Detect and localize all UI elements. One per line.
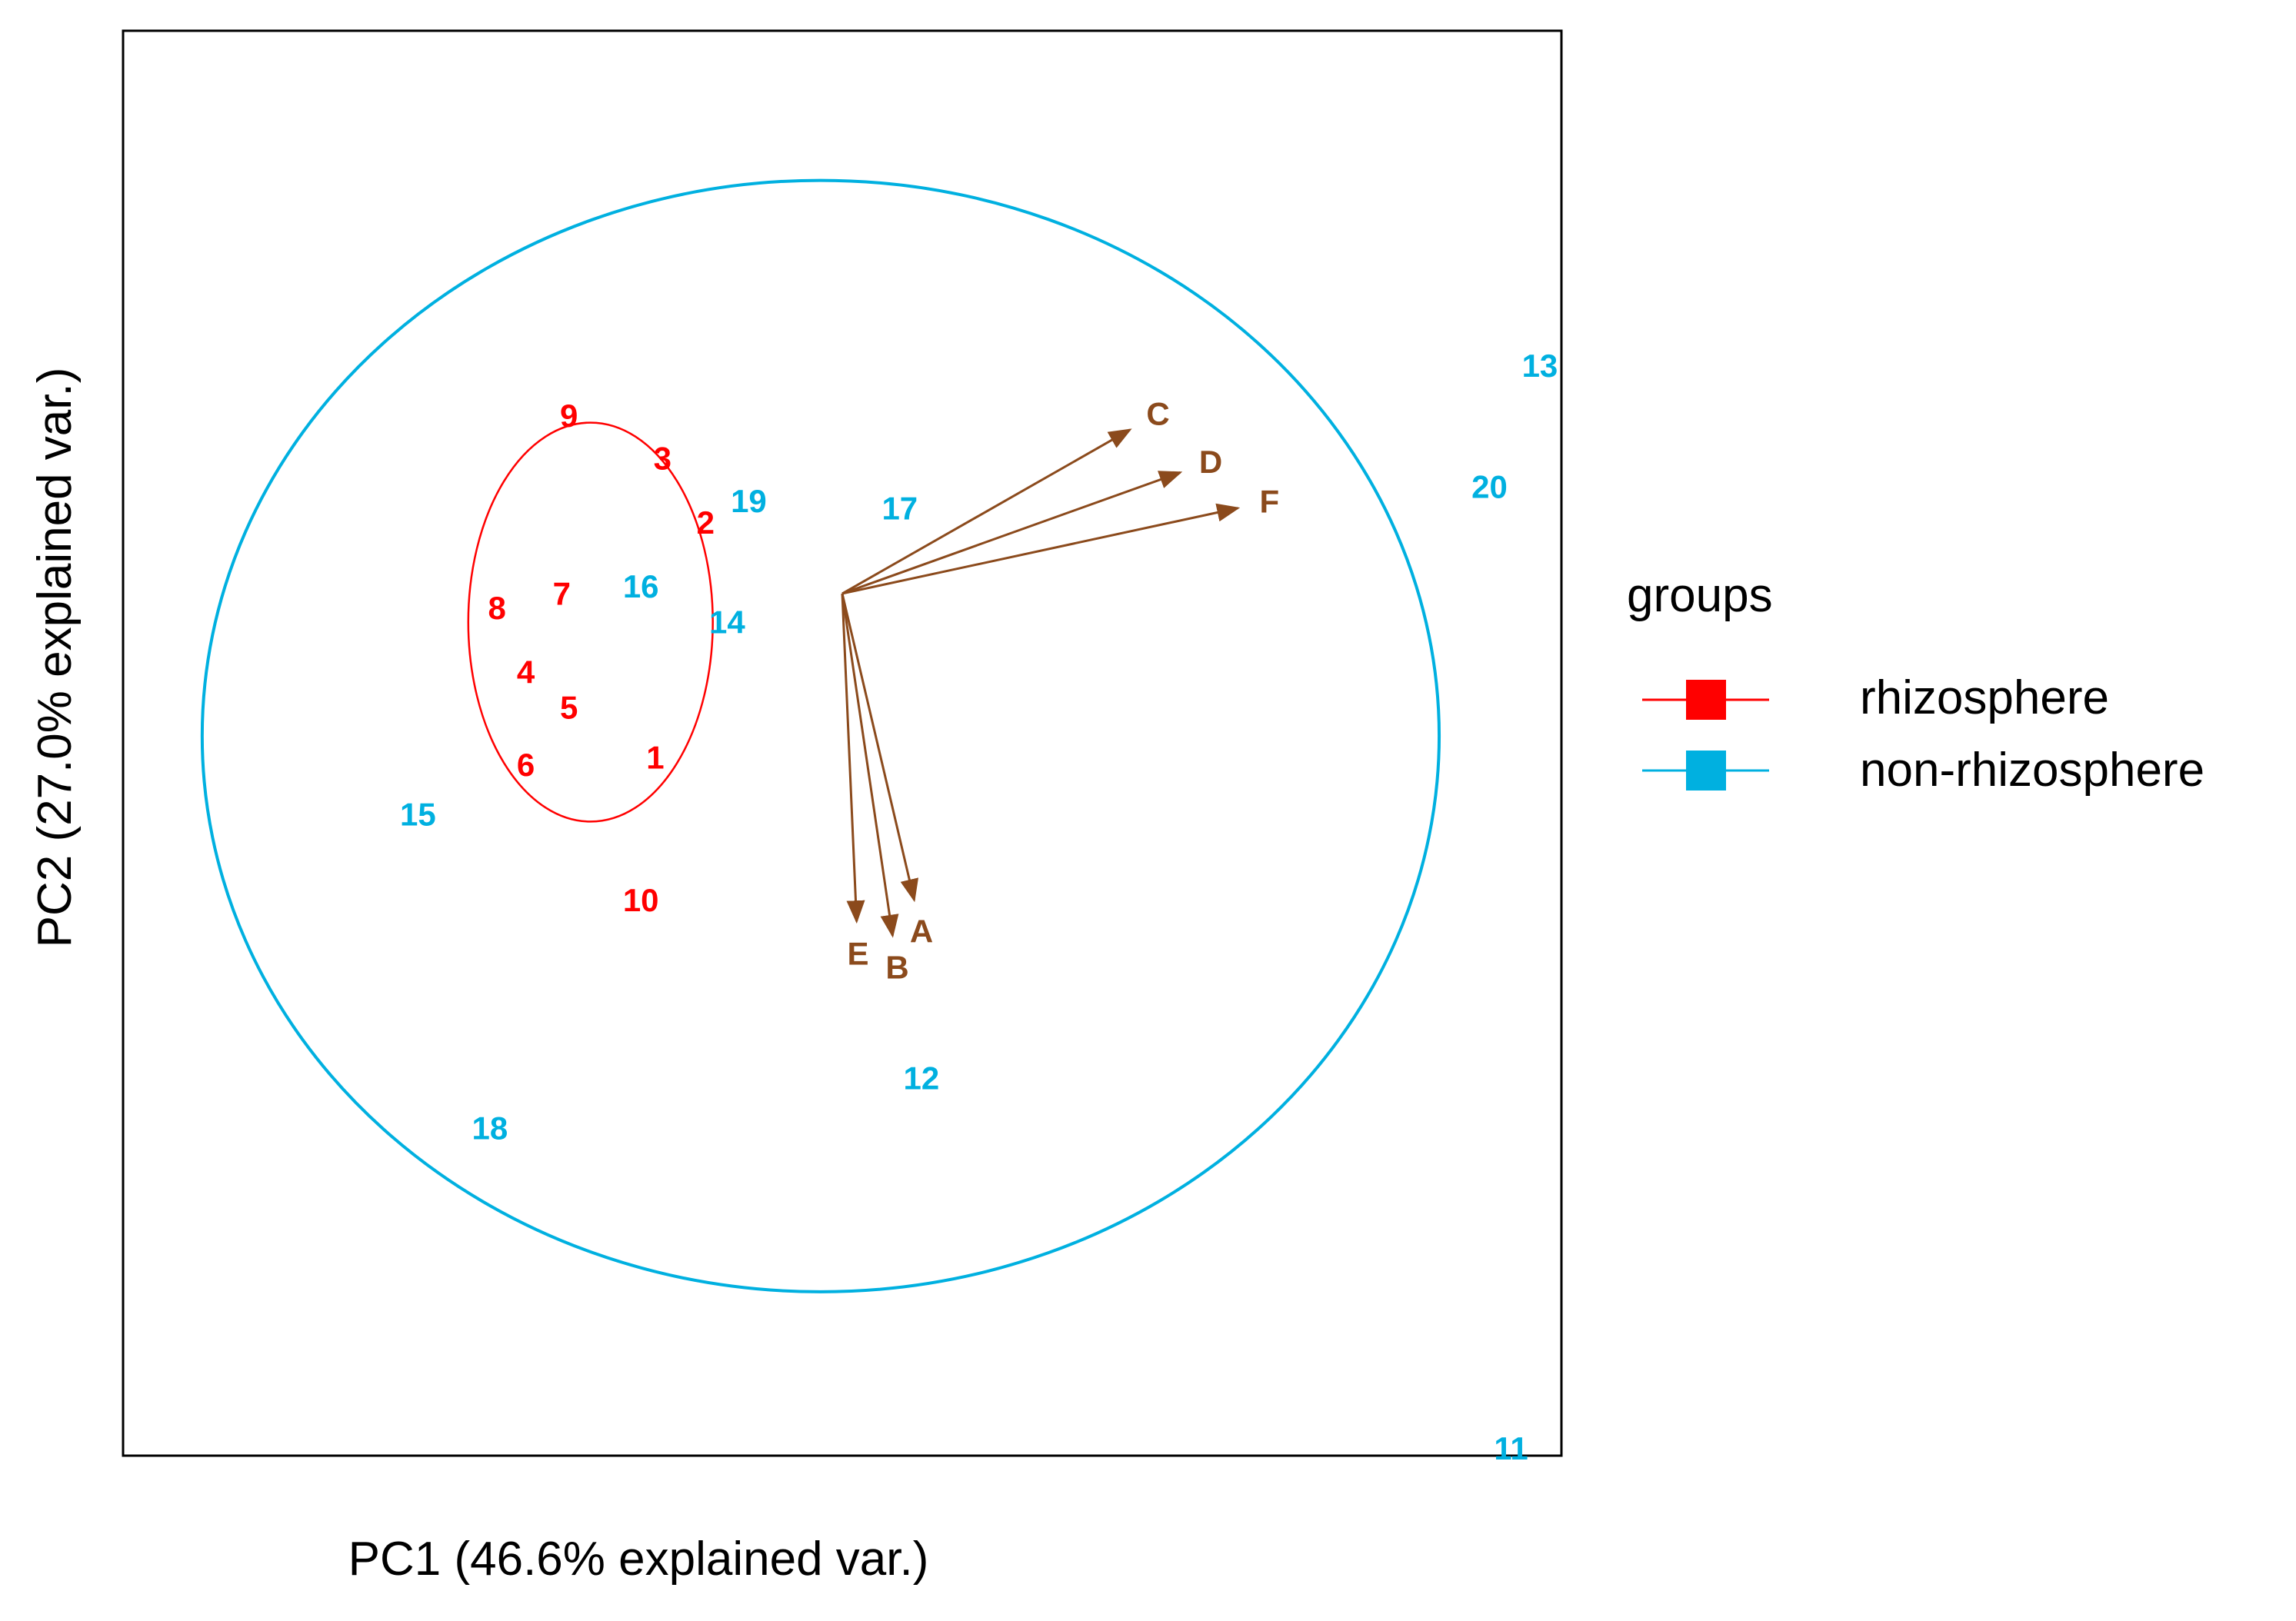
loading-label-B: B [885, 950, 908, 986]
loading-label-C: C [1146, 396, 1169, 432]
point-label-17: 17 [881, 490, 918, 526]
point-label-16: 16 [623, 568, 659, 604]
loading-arrow-A [841, 593, 919, 903]
point-label-14: 14 [709, 604, 745, 640]
point-label-20: 20 [1471, 468, 1508, 504]
x-axis-title: PC1 (46.6% explained var.) [348, 1533, 929, 1586]
plot-frame [122, 29, 1563, 1457]
loading-arrow-B [841, 593, 899, 938]
point-label-18: 18 [472, 1110, 508, 1146]
legend-label-rhizosphere: rhizosphere [1860, 671, 2109, 724]
ellipses-layer [200, 178, 1441, 1293]
loading-arrow-F [841, 503, 1241, 595]
point-label-7: 7 [553, 575, 571, 611]
loading-label-D: D [1199, 444, 1222, 480]
loading-label-E: E [848, 936, 869, 972]
legend-label-non-rhizosphere: non-rhizosphere [1860, 744, 2204, 797]
point-label-1: 1 [646, 740, 664, 776]
point-label-5: 5 [560, 690, 578, 726]
loading-arrow-C [841, 428, 1132, 595]
point-label-2: 2 [697, 504, 715, 541]
loadings-layer: AB CD E F [841, 396, 1279, 986]
loading-arrow-D [841, 471, 1183, 595]
y-axis-title: PC2 (27.0% explained var.) [28, 368, 82, 948]
point-label-6: 6 [517, 747, 535, 783]
point-label-11: 11 [1494, 1430, 1528, 1466]
point-label-4: 4 [517, 654, 535, 690]
point-label-13: 13 [1522, 348, 1558, 384]
legend-title: groups [1627, 569, 1773, 622]
point-label-12: 12 [903, 1060, 939, 1096]
legend-swatch-rhizosphere [1686, 680, 1726, 720]
point-label-15: 15 [400, 797, 436, 833]
point-label-3: 3 [654, 440, 671, 476]
point-label-9: 9 [560, 398, 578, 434]
legend-entry-rhizosphere: rhizosphere [1642, 671, 2109, 724]
point-label-19: 19 [731, 483, 767, 519]
ellipse-rhizosphere [467, 421, 714, 823]
loading-label-A: A [910, 914, 933, 950]
legend: groups rhizosphere non-rhizosphere [1627, 569, 2204, 797]
ellipse-non-rhizosphere [200, 178, 1441, 1293]
point-label-10: 10 [623, 882, 659, 918]
legend-entry-non-rhizosphere: non-rhizosphere [1642, 744, 2204, 797]
loading-label-F: F [1259, 483, 1279, 519]
legend-swatch-non-rhizosphere [1686, 751, 1726, 791]
loading-arrow-E [841, 593, 865, 924]
point-label-8: 8 [488, 590, 506, 626]
